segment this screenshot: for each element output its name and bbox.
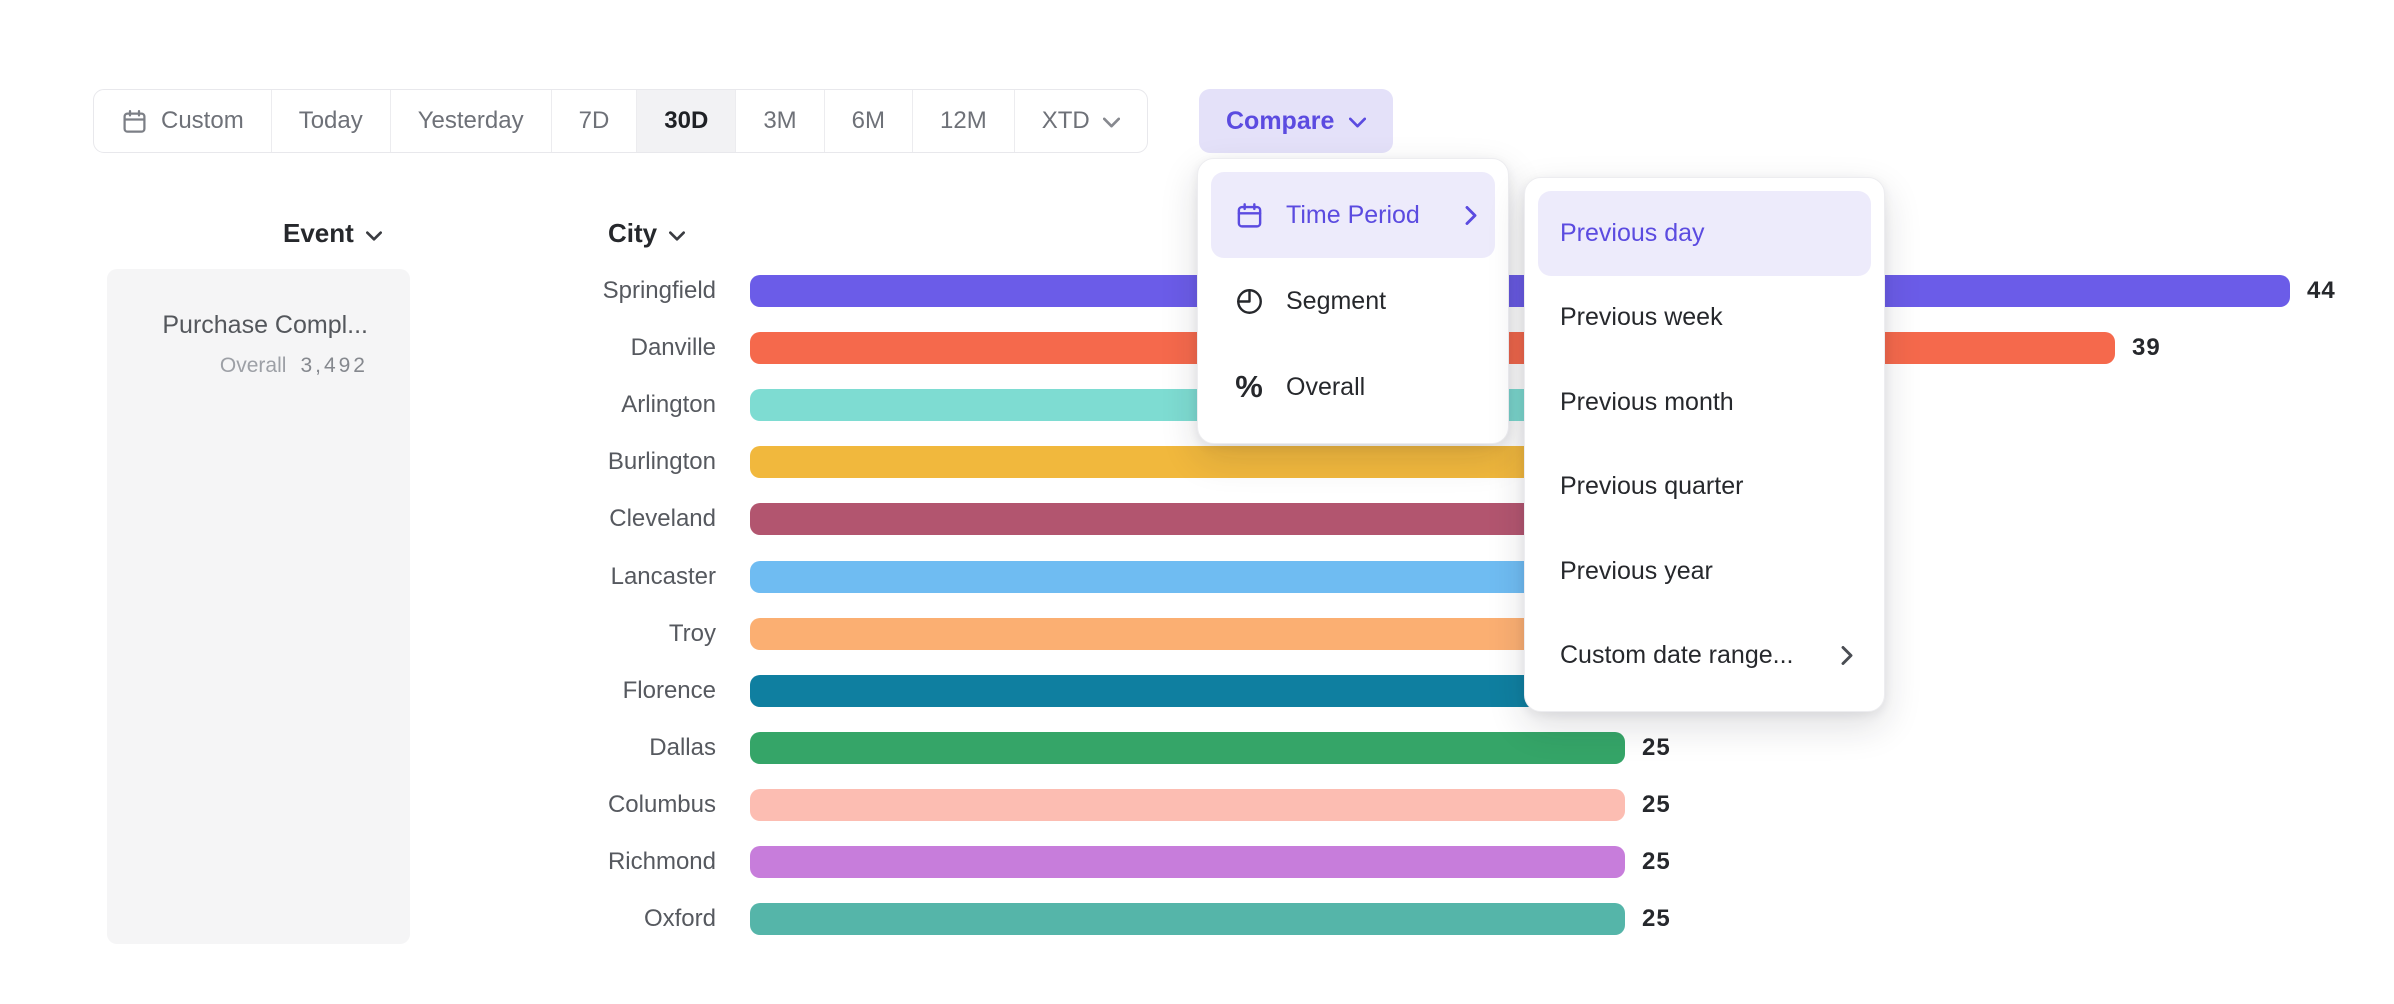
city-label: Oxford xyxy=(643,905,716,933)
city-label: Springfield xyxy=(602,277,716,304)
chevron-down-icon xyxy=(669,230,686,241)
city-label: Troy xyxy=(668,619,716,647)
range-button-custom[interactable]: Custom xyxy=(94,90,271,152)
event-legend-card[interactable]: Purchase Compl... Overall 3,492 xyxy=(107,269,410,944)
range-button-label: 30D xyxy=(664,107,709,134)
submenu-item-previous-day[interactable]: Previous day xyxy=(1538,191,1871,276)
compare-menu-item-overall[interactable]: % Overall xyxy=(1211,344,1495,430)
menu-item-label: Previous quarter xyxy=(1560,472,1744,501)
date-range-toolbar: Custom Today Yesterday 7D 30D 3M 6M 12M XTD xyxy=(93,89,1148,153)
range-button-label: Yesterday xyxy=(417,107,524,134)
chevron-down-icon xyxy=(1102,117,1120,128)
range-button-xtd[interactable]: XTD xyxy=(1013,90,1147,152)
city-label: Danville xyxy=(630,334,716,362)
bar-florence[interactable] xyxy=(750,674,1660,707)
range-button-12m[interactable]: 12M xyxy=(912,90,1014,152)
chart-row-richmond: Richmond 25 xyxy=(0,834,2394,891)
range-button-label: 6M xyxy=(851,107,885,134)
chart-row-florence: Florence xyxy=(0,662,2394,719)
menu-item-label: Previous year xyxy=(1560,556,1713,585)
bar-value-label: 39 xyxy=(2132,334,2161,362)
range-button-yesterday[interactable]: Yesterday xyxy=(389,90,551,152)
event-column-header-label: Event xyxy=(283,218,354,248)
menu-item-label: Segment xyxy=(1286,286,1387,315)
bar-value-label: 44 xyxy=(2307,277,2336,304)
submenu-item-previous-month[interactable]: Previous month xyxy=(1538,360,1871,445)
bar-richmond[interactable] xyxy=(750,846,1625,878)
bar-value-label: 25 xyxy=(1642,790,1671,818)
overall-value: 3,492 xyxy=(300,354,368,377)
calendar-icon xyxy=(1233,199,1265,231)
submenu-item-previous-quarter[interactable]: Previous quarter xyxy=(1538,445,1871,530)
menu-item-label: Previous week xyxy=(1560,303,1723,332)
overall-label: Overall xyxy=(219,354,287,377)
chart-row-dallas: Dallas 25 xyxy=(0,719,2394,776)
city-label: Columbus xyxy=(607,790,716,818)
city-label: Cleveland xyxy=(609,505,716,533)
bar-dallas[interactable] xyxy=(750,731,1625,764)
menu-item-label: Time Period xyxy=(1286,200,1420,229)
city-label: Florence xyxy=(622,676,716,704)
chart-row-cleveland: Cleveland xyxy=(0,491,2394,548)
range-button-6m[interactable]: 6M xyxy=(823,90,912,152)
compare-menu-item-time-period[interactable]: Time Period xyxy=(1211,172,1495,258)
submenu-item-previous-week[interactable]: Previous week xyxy=(1538,276,1871,361)
city-column-header[interactable]: City xyxy=(608,218,686,249)
range-button-7d[interactable]: 7D xyxy=(550,90,637,152)
range-button-label: 12M xyxy=(940,107,987,134)
city-label: Arlington xyxy=(621,391,716,419)
range-button-label: Today xyxy=(298,107,363,134)
submenu-item-custom-date-range[interactable]: Custom date range... xyxy=(1538,614,1871,699)
range-button-30d[interactable]: 30D xyxy=(636,90,736,152)
time-period-submenu: Previous day Previous week Previous month P… xyxy=(1524,177,1885,712)
menu-item-label: Overall xyxy=(1286,372,1366,401)
chart-row-troy: Troy xyxy=(0,605,2394,662)
bar-oxford[interactable] xyxy=(750,903,1625,936)
submenu-item-previous-year[interactable]: Previous year xyxy=(1538,529,1871,614)
segment-icon xyxy=(1233,285,1265,317)
range-button-today[interactable]: Today xyxy=(270,90,390,152)
range-button-label: 7D xyxy=(578,107,610,134)
chart-row-springfield: Springfield 44 xyxy=(0,263,2394,320)
compare-dropdown-menu: Time Period Segment% Overall xyxy=(1197,158,1509,444)
event-column-header[interactable]: Event xyxy=(283,218,382,249)
chart-row-oxford: Oxford 25 xyxy=(0,891,2394,948)
percent-icon: % xyxy=(1235,369,1263,404)
bar-value-label: 25 xyxy=(1642,905,1671,933)
menu-item-label: Previous month xyxy=(1560,387,1734,416)
menu-item-label: Previous day xyxy=(1560,218,1705,247)
range-button-label: Custom xyxy=(161,107,244,134)
chart-row-columbus: Columbus 25 xyxy=(0,776,2394,833)
compare-menu-item-segment[interactable]: Segment xyxy=(1211,258,1495,344)
range-button-3m[interactable]: 3M xyxy=(735,90,823,152)
range-button-label: 3M xyxy=(763,107,797,134)
compare-button[interactable]: Compare xyxy=(1199,89,1394,153)
city-label: Burlington xyxy=(607,448,716,476)
chevron-down-icon xyxy=(365,230,382,241)
bar-value-label: 25 xyxy=(1642,848,1671,875)
city-label: Richmond xyxy=(607,848,716,875)
menu-item-label: Custom date range... xyxy=(1560,641,1794,670)
city-column-header-label: City xyxy=(608,218,658,248)
chart-row-burlington: Burlington xyxy=(0,434,2394,491)
city-label: Lancaster xyxy=(610,562,716,590)
event-overall-row: Overall 3,492 xyxy=(127,354,368,378)
bar-value-label: 25 xyxy=(1642,733,1671,761)
bar-springfield[interactable] xyxy=(750,275,2290,307)
city-label: Dallas xyxy=(649,733,716,761)
chevron-right-icon xyxy=(1465,205,1477,225)
event-name: Purchase Compl... xyxy=(162,311,368,339)
range-button-label: XTD xyxy=(1041,107,1090,134)
calendar-icon xyxy=(123,109,146,133)
compare-button-label: Compare xyxy=(1226,106,1335,135)
bar-columbus[interactable] xyxy=(750,788,1625,821)
chevron-down-icon xyxy=(1349,117,1367,128)
chart-row-lancaster: Lancaster xyxy=(0,548,2394,605)
chevron-right-icon xyxy=(1841,646,1853,666)
